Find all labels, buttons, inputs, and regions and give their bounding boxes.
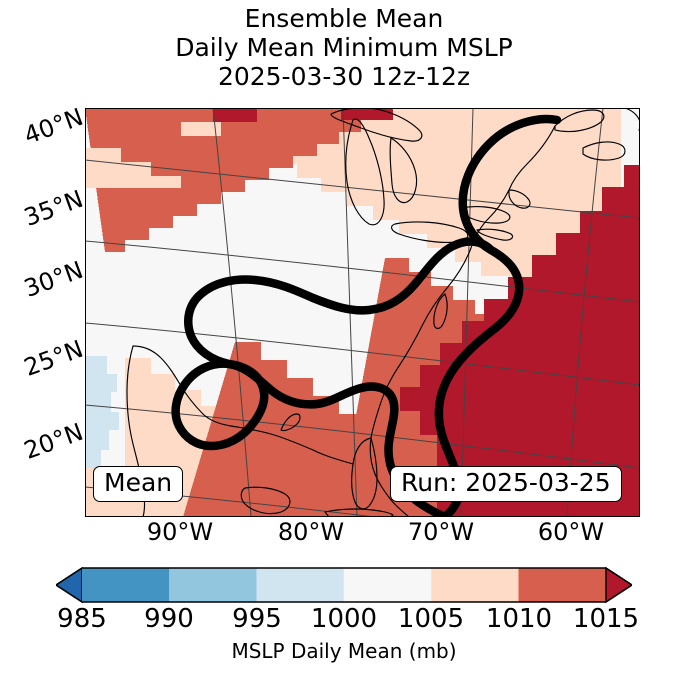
mean-annotation-box[interactable]: Mean (93, 466, 184, 503)
mslp-field-svg (85, 108, 640, 517)
map-plot-area[interactable] (85, 108, 640, 517)
colorbar-tick-1000: 1000 (310, 604, 378, 634)
title-line-2: Daily Mean Minimum MSLP (175, 33, 513, 62)
lon-tick-60W: 60°W (537, 518, 605, 546)
colorbar-band-985-990 (82, 568, 170, 602)
lat-tick-20N: 20°N (20, 417, 87, 465)
colorbar-band-1010-1015 (518, 568, 606, 602)
page-title: Ensemble Mean Daily Mean Minimum MSLP 20… (0, 4, 688, 91)
colorbar-axis-label: MSLP Daily Mean (mb) (231, 639, 457, 663)
colorbar-tick-1015: 1015 (572, 604, 640, 634)
mean-contour-1015 (171, 114, 562, 517)
colorbar-tick-1005: 1005 (397, 604, 465, 634)
colorbar-band-995-1000 (256, 568, 344, 602)
colorbar-extend-low (56, 566, 83, 604)
lon-tick-90W: 90°W (146, 518, 214, 546)
lat-tick-40N: 40°N (20, 102, 87, 150)
colorbar-band-1000-1005 (343, 568, 432, 602)
lat-tick-30N: 30°N (20, 255, 87, 303)
run-annotation-box[interactable]: Run: 2025-03-25 (390, 466, 622, 503)
colorbar-band-1005-1010 (431, 568, 519, 602)
lat-tick-35N: 35°N (20, 184, 87, 232)
band-1010-1015 (85, 108, 385, 252)
colorbar-extend-high (605, 566, 632, 604)
colorbar-tick-1010: 1010 (485, 604, 553, 634)
band-1005-1010-upper-clip (85, 190, 435, 384)
lat-tick-25N: 25°N (20, 334, 87, 382)
lon-tick-70W: 70°W (407, 518, 475, 546)
title-line-1: Ensemble Mean (244, 4, 444, 33)
colorbar-tick-990: 990 (144, 604, 194, 634)
colorbar[interactable] (56, 566, 632, 604)
title-line-3: 2025-03-30 12z-12z (217, 62, 471, 91)
colorbar-tick-995: 995 (232, 604, 282, 634)
lon-tick-80W: 80°W (277, 518, 345, 546)
graticule (85, 108, 640, 517)
colorbar-band-990-995 (169, 568, 257, 602)
colorbar-tick-985: 985 (57, 604, 107, 634)
colorbar-swatches (56, 566, 632, 604)
colorbar-outline (56, 567, 632, 603)
